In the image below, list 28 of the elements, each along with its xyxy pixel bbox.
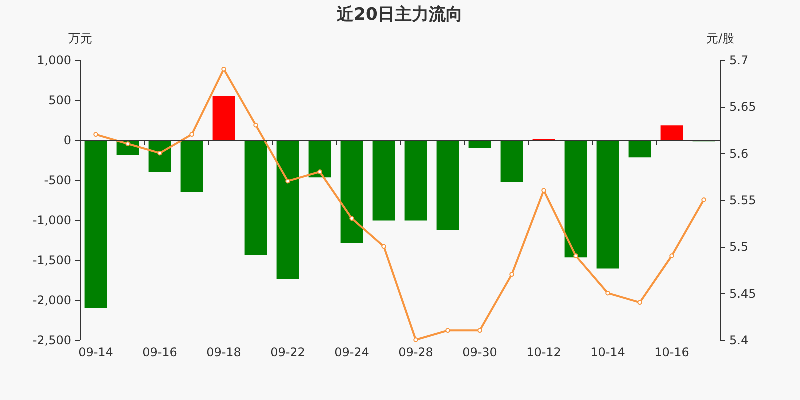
- y2-tick-label: 5.7: [730, 54, 749, 68]
- y2-tick-label: 5.45: [730, 286, 756, 301]
- x-tick-label: 10-12: [526, 346, 562, 360]
- y2-tick-label: 5.5: [730, 240, 749, 254]
- y-tick-label: 500: [48, 94, 72, 108]
- y-axis-title: 万元: [68, 32, 92, 46]
- x-tick-label: 09-22: [270, 346, 306, 360]
- y2-axis-title: 元/股: [706, 32, 735, 46]
- y-tick-label: -1,000: [32, 214, 72, 228]
- y-tick-label: -500: [44, 174, 72, 188]
- y2-tick-label: 5.55: [730, 194, 756, 208]
- y-tick-label: -1,500: [32, 254, 72, 268]
- x-tick-label: 09-28: [398, 346, 434, 360]
- y2-tick-label: 5.6: [730, 146, 749, 161]
- x-tick-label: 10-14: [590, 346, 626, 360]
- chart-title: 近20日主力流向: [336, 5, 463, 25]
- x-tick-label: 09-30: [462, 346, 498, 360]
- y2-tick-label: 5.65: [730, 100, 756, 114]
- x-tick-label: 09-18: [206, 346, 242, 360]
- x-tick-label: 09-16: [142, 346, 178, 360]
- x-tick-label: 09-24: [334, 346, 370, 360]
- x-tick-label: 09-14: [78, 346, 114, 360]
- x-tick-label: 10-16: [654, 346, 690, 360]
- y-tick-label: -2,000: [32, 294, 72, 308]
- y-tick-label: 1,000: [37, 54, 72, 68]
- y-tick-label: -2,500: [32, 334, 72, 348]
- y-tick-label: 0: [64, 134, 72, 148]
- y2-tick-label: 5.4: [730, 334, 749, 348]
